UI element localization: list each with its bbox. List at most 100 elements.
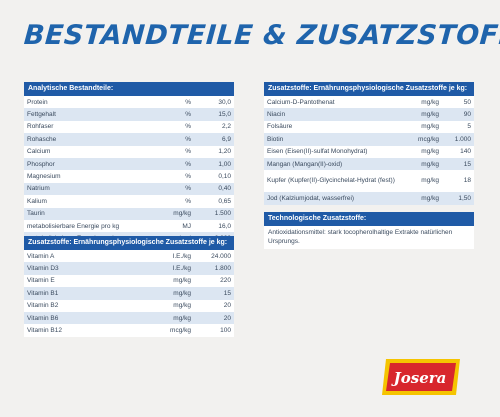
row-name: Rohasche — [27, 135, 57, 143]
row-value: 140 — [460, 148, 471, 156]
row-value: 1,00 — [218, 160, 231, 168]
row-unit: % — [185, 197, 191, 205]
row-unit: mg/kg — [421, 160, 439, 168]
table-row: Vitamin E mg/kg 220 — [24, 274, 234, 288]
row-unit: I.E./kg — [172, 265, 191, 273]
table-row: Magnesium% 0,10 — [24, 170, 234, 183]
row-name: Phosphor — [27, 160, 55, 168]
row-value: 6,9 — [221, 135, 231, 143]
row-name: Vitamin B2 — [27, 302, 59, 310]
row-name: Folsäure — [267, 123, 293, 131]
table-row: Niacin mg/kg 90 — [264, 108, 474, 121]
row-name: Taurin — [27, 210, 45, 218]
row-name: Calcium-D-Pantothenat — [267, 98, 335, 106]
row-unit: mcg/kg — [170, 327, 191, 335]
row-value: 0,65 — [218, 197, 231, 205]
row-unit: mg/kg — [173, 289, 191, 297]
table-row: Kalium% 0,65 — [24, 195, 234, 208]
row-unit: % — [185, 135, 191, 143]
analytical-header: Analytische Bestandteile: — [24, 82, 234, 96]
row-name: Vitamin A — [27, 252, 55, 260]
row-value: 1,20 — [218, 148, 231, 156]
row-unit: mg/kg — [421, 123, 439, 131]
row-value: 30,0 — [218, 98, 231, 106]
row-value: 15,0 — [218, 111, 231, 119]
row-name: Niacin — [267, 111, 286, 119]
table-row: Phosphor% 1,00 — [24, 157, 234, 171]
table-row: Mangan (Mangan(II)-oxid) mg/kg 15 — [264, 157, 474, 171]
vitamins-panel: Zusatzstoffe: Ernährungsphysiologische Z… — [24, 236, 234, 337]
technological-text: Antioxidationsmittel: stark tocopherolha… — [264, 226, 474, 249]
table-row: Kupfer (Kupfer(II)-Glycinchelat-Hydrat (… — [264, 170, 474, 193]
row-value: 15 — [223, 289, 231, 297]
row-value: 5 — [467, 123, 471, 131]
row-name: Vitamin D3 — [27, 265, 59, 273]
page-title: BESTANDTEILE & ZUSATZSTOFFE — [22, 20, 500, 51]
row-unit: mg/kg — [173, 210, 191, 218]
table-row: Vitamin B12 mcg/kg 100 — [24, 324, 234, 337]
row-name: Magnesium — [27, 173, 61, 181]
row-name: Mangan (Mangan(II)-oxid) — [267, 160, 343, 168]
row-unit: mg/kg — [173, 277, 191, 285]
analytical-panel: Analytische Bestandteile: Protein% 30,0 Fe… — [24, 82, 234, 245]
row-unit: MJ — [182, 222, 191, 230]
table-row: Rohfaser% 2,2 — [24, 120, 234, 134]
row-name: Vitamin B12 — [27, 327, 62, 335]
table-row: Vitamin B6 mg/kg 20 — [24, 311, 234, 325]
row-value: 24.000 — [211, 252, 231, 260]
row-unit: mg/kg — [173, 314, 191, 322]
table-row: Eisen (Eisen(II)-sulfat Monohydrat) mg/kg… — [264, 145, 474, 158]
brand-name: Josera — [391, 369, 447, 387]
row-unit: mg/kg — [421, 148, 439, 156]
josera-logo: Josera — [382, 359, 460, 395]
row-value: 1.800 — [214, 265, 231, 273]
row-value: 20 — [223, 302, 231, 310]
row-unit: % — [185, 123, 191, 131]
row-unit: mg/kg — [421, 98, 439, 106]
row-name: Natrium — [27, 185, 50, 193]
row-unit: % — [185, 160, 191, 168]
table-row: Fettgehalt% 15,0 — [24, 108, 234, 121]
row-name: Rohfaser — [27, 123, 54, 131]
row-value: 1.000 — [454, 135, 471, 143]
row-unit: mcg/kg — [418, 135, 439, 143]
row-name: Fettgehalt — [27, 111, 56, 119]
row-value: 20 — [223, 314, 231, 322]
row-value: 1,50 — [458, 195, 471, 203]
row-value: 220 — [220, 277, 231, 285]
analytical-table: Protein% 30,0 Fettgehalt% 15,0 Rohfaser% 2,2 R… — [24, 96, 234, 245]
row-name: Protein — [27, 98, 48, 106]
row-unit: mg/kg — [421, 195, 439, 203]
row-name: Vitamin B1 — [27, 289, 59, 297]
row-value: 2,2 — [221, 123, 231, 131]
row-unit: % — [185, 173, 191, 181]
row-unit: I.E./kg — [172, 252, 191, 260]
row-name: Eisen (Eisen(II)-sulfat Monohydrat) — [267, 148, 368, 156]
table-row: Biotin mcg/kg 1.000 — [264, 133, 474, 146]
table-row: Taurin mg/kg 1.500 — [24, 207, 234, 220]
table-row: Vitamin D3 I.E./kg 1.800 — [24, 262, 234, 275]
row-value: 0,10 — [218, 173, 231, 181]
table-row: Folsäure mg/kg 5 — [264, 120, 474, 134]
row-name: Vitamin B6 — [27, 314, 59, 322]
vitamins-header: Zusatzstoffe: Ernährungsphysiologische Z… — [24, 236, 234, 250]
row-unit: % — [185, 98, 191, 106]
row-value: 1.500 — [214, 210, 231, 218]
row-value: 16,0 — [218, 222, 231, 230]
technological-header: Technologische Zusatzstoffe: — [264, 212, 474, 226]
row-name: metabolisierbare Energie pro kg — [27, 222, 120, 230]
table-row: Vitamin B2 mg/kg 20 — [24, 299, 234, 312]
minerals-header: Zusatzstoffe: Ernährungsphysiologische Z… — [264, 82, 474, 96]
table-row: Protein% 30,0 — [24, 96, 234, 109]
table-row: metabolisierbare Energie pro kg MJ 16,0 — [24, 219, 234, 233]
table-row: Vitamin A I.E./kg 24.000 — [24, 250, 234, 263]
row-value: 50 — [463, 98, 471, 106]
row-value: 18 — [463, 177, 471, 185]
row-unit: % — [185, 185, 191, 193]
row-value: 15 — [463, 160, 471, 168]
row-value: 100 — [220, 327, 231, 335]
technological-panel: Technologische Zusatzstoffe: Antioxidati… — [264, 212, 474, 249]
table-row: Natrium% 0,40 — [24, 182, 234, 196]
row-unit: mg/kg — [421, 177, 439, 185]
row-name: Calcium — [27, 148, 51, 156]
